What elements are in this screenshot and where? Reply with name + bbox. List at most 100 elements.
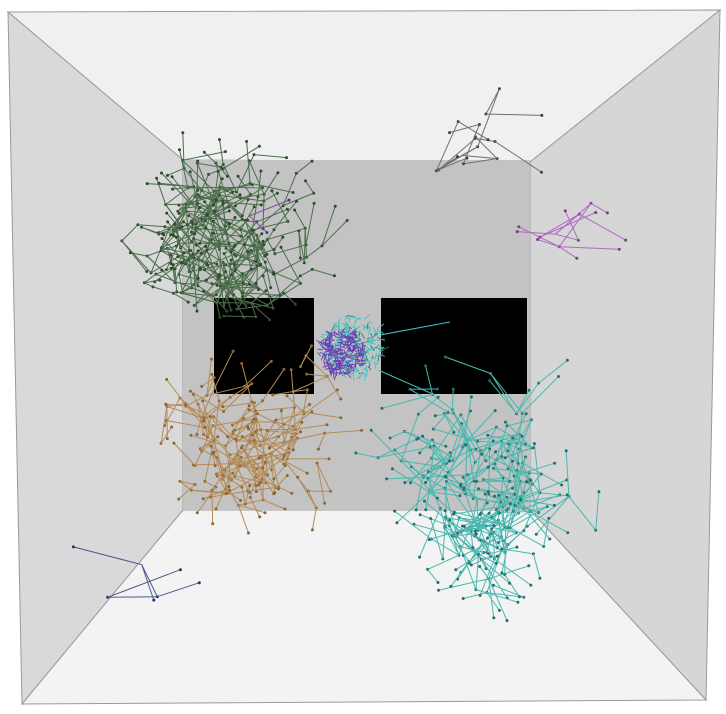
tree-edge [488,578,495,618]
tree-node [198,206,201,210]
tree-node [459,484,463,488]
tree-node [174,235,178,239]
tree-edge [211,490,214,524]
tree-edge [259,242,274,273]
tree-node [189,389,192,393]
goal-segment [351,326,357,329]
tree-node [239,446,243,450]
tree-edge [381,394,433,409]
tree-edge [144,282,154,288]
goal-segment [378,347,382,351]
tree-edge [144,279,160,284]
tree-node [165,211,169,215]
tree-edge [538,359,568,384]
tree-node [486,433,490,437]
tree-edge [248,160,265,195]
tree-node [157,181,161,185]
goal-segment [317,352,321,357]
tree-node [529,583,533,587]
goal-segment [339,364,345,370]
tree-node [333,204,337,208]
tree-node [458,494,462,498]
tree-node [193,232,197,236]
goal-segment [323,354,328,362]
goal-segment [347,354,356,357]
tree-edge [250,302,257,317]
tree-node [492,524,496,528]
tree-edge [234,442,256,477]
path-trees-layer [71,87,628,623]
tree-edge [480,559,508,599]
tree-edge [206,261,224,281]
goal-segment [354,317,362,320]
tree-edge [227,476,257,494]
tree-edge [211,374,220,402]
tree-node [478,593,482,597]
tree-node [231,349,235,353]
tree-edge [475,494,515,532]
tree-edge [141,226,164,236]
tree-edge [241,363,253,402]
tree-edge [443,488,458,537]
tree-edge [444,510,450,526]
tree-edge [454,511,504,525]
tree-node [160,171,163,175]
tree-edge [355,452,379,459]
tree-edge [272,391,294,396]
goal-segment [363,373,367,378]
goal-segment [354,359,356,367]
tree-edge [179,149,189,189]
tree-edge [304,389,338,415]
tree-edge [413,523,458,537]
tree-node [169,262,173,266]
tree-edge [539,492,560,496]
tree-edge [160,250,182,264]
tree-node [221,202,225,206]
tree-node [293,302,297,306]
tree-edge [203,290,218,303]
tree-node [310,159,314,163]
goal-segment [358,362,367,365]
tree-edge [297,476,317,509]
tree-edge [173,292,189,303]
tree-node [285,156,288,160]
tree-node [211,219,215,223]
tree-node [259,481,263,484]
tree-edge [177,190,198,212]
goal-segment [333,343,341,345]
goal-segment [335,336,344,339]
tree-node [214,198,218,201]
tree-edge [251,401,265,442]
goal-ray [377,369,436,396]
tree-node [395,521,399,525]
tree-node [202,150,206,154]
tree-edge [210,416,229,438]
tree-node [254,259,258,263]
goal-segment [365,368,368,373]
tree-node [264,289,268,293]
goal-segment [346,322,349,331]
tree-node [275,191,279,195]
tree-node [515,545,519,549]
tree-node [424,508,428,512]
tree-edge [438,578,489,591]
tree-edge [166,248,172,264]
tree-edge [264,262,272,288]
tree-node [265,231,269,235]
tree-edge [172,264,176,283]
goal-segment [363,372,366,381]
tree-edge [192,256,208,266]
tree-edge [193,463,232,466]
tree-edge [238,504,266,514]
tree-edge [236,283,257,310]
goal-segment [336,355,341,358]
goal-segment [375,362,379,366]
tree-edge [226,268,252,297]
tree-edge [456,536,479,555]
tree-edge [263,172,279,195]
tree-node [205,248,209,252]
tree-edge [466,440,475,482]
tree-edge [533,443,541,493]
